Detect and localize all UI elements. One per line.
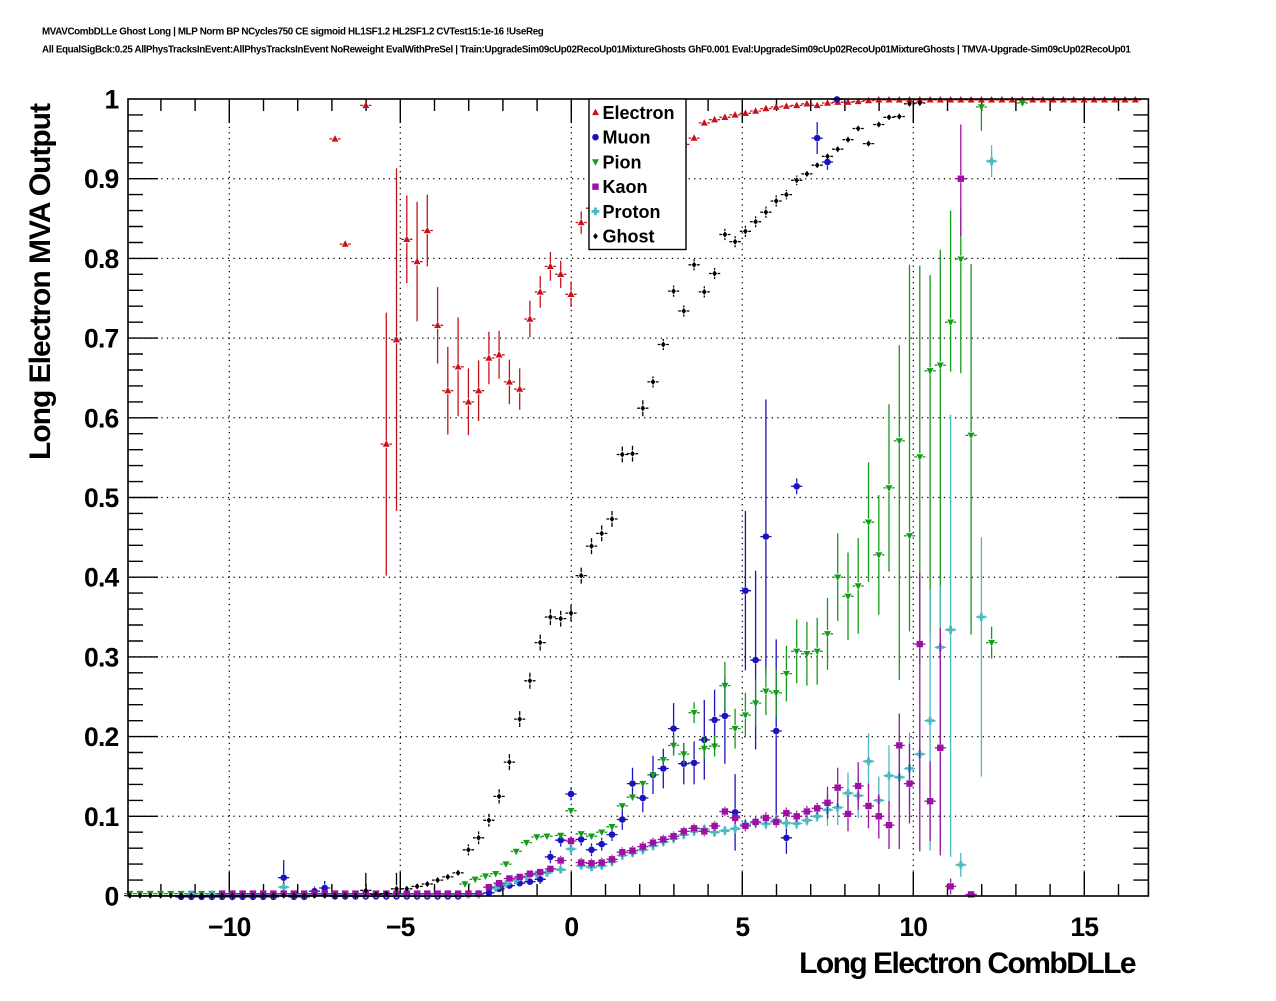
svg-text:0.1: 0.1 — [84, 802, 119, 832]
svg-text:0.5: 0.5 — [84, 483, 119, 513]
svg-text:1: 1 — [105, 85, 119, 115]
svg-text:10: 10 — [899, 912, 927, 942]
svg-text:0: 0 — [105, 882, 119, 912]
svg-text:Long Electron MVA Output: Long Electron MVA Output — [24, 103, 57, 460]
svg-text:0.8: 0.8 — [84, 244, 119, 274]
svg-text:Kaon: Kaon — [603, 177, 648, 197]
svg-text:0.7: 0.7 — [84, 324, 119, 354]
svg-text:5: 5 — [735, 912, 749, 942]
svg-text:0.6: 0.6 — [84, 403, 119, 433]
svg-text:0: 0 — [564, 912, 578, 942]
svg-text:Ghost: Ghost — [603, 227, 655, 247]
svg-text:0.9: 0.9 — [84, 164, 119, 194]
svg-text:Muon: Muon — [603, 128, 651, 148]
svg-text:Proton: Proton — [603, 202, 661, 222]
svg-text:Pion: Pion — [603, 152, 642, 172]
svg-text:−5: −5 — [386, 912, 415, 942]
svg-text:15: 15 — [1070, 912, 1098, 942]
svg-text:0.4: 0.4 — [84, 563, 120, 593]
svg-text:Electron: Electron — [603, 103, 675, 123]
svg-text:−10: −10 — [208, 912, 251, 942]
svg-text:All EqualSigBck:0.25 AllPhysTr: All EqualSigBck:0.25 AllPhysTracksInEven… — [42, 45, 1131, 56]
svg-text:0.3: 0.3 — [84, 642, 119, 672]
svg-text:Long Electron CombDLLe: Long Electron CombDLLe — [799, 947, 1136, 980]
svg-text:MVAVCombDLLe Ghost Long | MLP: MVAVCombDLLe Ghost Long | MLP Norm BP NC… — [42, 27, 544, 38]
svg-text:0.2: 0.2 — [84, 722, 119, 752]
